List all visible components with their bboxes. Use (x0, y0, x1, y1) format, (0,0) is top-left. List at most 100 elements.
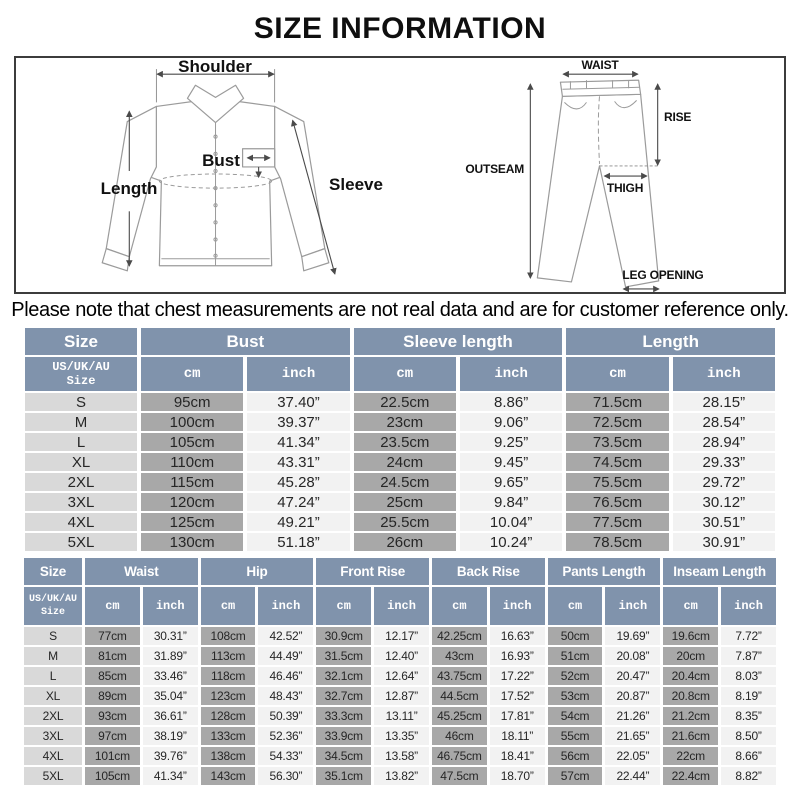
size-cell: L (24, 667, 82, 685)
tops-size-table: Size Bust Sleeve length Length US/UK/AU … (21, 326, 779, 553)
bust-inch-cell: 39.37” (247, 413, 350, 431)
inseam-length-inch-cell: 8.19” (721, 687, 776, 705)
sleeve-length-inch-cell: 9.45” (459, 453, 563, 471)
shirt-length-label: Length (100, 179, 158, 198)
table-row: 2XL 93cm 36.61” 128cm 50.39” 33.3cm 13.11” 45.2… (24, 707, 776, 725)
inseam-length-cm-cell: 21.6cm (663, 727, 719, 745)
waist-cm-cell: 77cm (85, 627, 140, 645)
size-cell: 3XL (25, 493, 137, 511)
pants-length-inch-cell: 20.87” (605, 687, 661, 705)
size-cell: 2XL (24, 707, 82, 725)
length-inch-cell: 30.12” (672, 493, 775, 511)
sleeve-length-cm-cell: 24cm (353, 453, 456, 471)
length-inch-cell: 29.33” (672, 453, 775, 471)
th-size-group: Size (25, 328, 137, 355)
table-row: 5XL 130cm 51.18” 26cm 10.24” 78.5cm 30.91” (25, 533, 775, 551)
pants-length-inch-cell: 21.26” (605, 707, 661, 725)
bust-cm-cell: 100cm (141, 413, 244, 431)
sleeve-length-inch-cell: 9.25” (459, 433, 563, 451)
front-rise-inch-cell: 13.35” (374, 727, 429, 745)
bust-cm-cell: 125cm (141, 513, 244, 531)
pants-diagram-panel: WAIST RISE OUTSEAM THIGH LEG OPENING (400, 58, 784, 292)
hip-inch-cell: 54.33” (258, 747, 314, 765)
back-rise-cm-cell: 46cm (431, 727, 487, 745)
pants-length-cm-cell: 54cm (547, 707, 603, 725)
table-row: M 100cm 39.37” 23cm 9.06” 72.5cm 28.54” (25, 413, 775, 431)
sleeve-length-inch-cell: 9.06” (459, 413, 563, 431)
table-row: XL 89cm 35.04” 123cm 48.43” 32.7cm 12.87” 44.5c… (24, 687, 776, 705)
size-cell: 4XL (24, 747, 82, 765)
pants-length-inch-cell: 22.05” (605, 747, 661, 765)
table-row: L 105cm 41.34” 23.5cm 9.25” 73.5cm 28.94” (25, 433, 775, 451)
bust-cm-cell: 120cm (141, 493, 244, 511)
measurement-diagrams: Shoulder Length Bust Sleeve (14, 56, 786, 294)
front-rise-cm-cell: 33.9cm (316, 727, 372, 745)
waist-inch-cell: 30.31” (142, 627, 198, 645)
back-rise-cm-cell: 42.25cm (431, 627, 487, 645)
length-inch-cell: 28.15” (672, 393, 775, 411)
sleeve-length-cm-cell: 23.5cm (353, 433, 456, 451)
unit-cm-header: cm (316, 587, 372, 625)
waist-cm-cell: 97cm (85, 727, 140, 745)
inseam-length-cm-cell: 22.4cm (663, 767, 719, 785)
sleeve-length-inch-cell: 10.04” (459, 513, 563, 531)
th-us-uk-au-size: US/UK/AU Size (24, 587, 82, 625)
bust-cm-cell: 115cm (141, 473, 244, 491)
table-row: S 77cm 30.31” 108cm 42.52” 30.9cm 12.17” 42.25c… (24, 627, 776, 645)
pants-length-cm-cell: 56cm (547, 747, 603, 765)
front-rise-cm-cell: 35.1cm (316, 767, 372, 785)
pants-length-inch-cell: 20.47” (605, 667, 661, 685)
waist-inch-cell: 38.19” (142, 727, 198, 745)
unit-cm-header: cm (547, 587, 603, 625)
bust-inch-cell: 45.28” (247, 473, 350, 491)
front-rise-cm-cell: 34.5cm (316, 747, 372, 765)
shirt-diagram-panel: Shoulder Length Bust Sleeve (16, 58, 400, 292)
length-cm-cell: 74.5cm (566, 453, 669, 471)
hip-inch-cell: 42.52” (258, 627, 314, 645)
hip-cm-cell: 108cm (200, 627, 256, 645)
unit-inch-header: inch (489, 587, 545, 625)
table-row: 3XL 97cm 38.19” 133cm 52.36” 33.9cm 13.35” 46cm… (24, 727, 776, 745)
unit-cm-header: cm (85, 587, 140, 625)
bust-cm-cell: 110cm (141, 453, 244, 471)
back-rise-cm-cell: 43cm (431, 647, 487, 665)
front-rise-cm-cell: 31.5cm (316, 647, 372, 665)
hip-cm-cell: 113cm (200, 647, 256, 665)
length-cm-cell: 71.5cm (566, 393, 669, 411)
length-cm-cell: 72.5cm (566, 413, 669, 431)
inseam-length-cm-cell: 21.2cm (663, 707, 719, 725)
table-row: 5XL 105cm 41.34” 143cm 56.30” 35.1cm 13.82” 47.… (24, 767, 776, 785)
hip-inch-cell: 52.36” (258, 727, 314, 745)
pants-length-cm-cell: 53cm (547, 687, 603, 705)
length-cm-cell: 73.5cm (566, 433, 669, 451)
pants-length-cm-cell: 51cm (547, 647, 603, 665)
back-rise-cm-cell: 43.75cm (431, 667, 487, 685)
back-rise-inch-cell: 17.52” (489, 687, 545, 705)
inseam-length-cm-cell: 19.6cm (663, 627, 719, 645)
table-row: 3XL 120cm 47.24” 25cm 9.84” 76.5cm 30.12” (25, 493, 775, 511)
bust-cm-cell: 105cm (141, 433, 244, 451)
back-rise-cm-cell: 44.5cm (431, 687, 487, 705)
bottoms-unit-header-row: US/UK/AU Size cm inch cm inch cm inch cm… (24, 587, 776, 625)
unit-inch-header: inch (459, 357, 563, 391)
pants-outseam-label: OUTSEAM (465, 162, 524, 176)
hip-cm-cell: 128cm (200, 707, 256, 725)
size-cell: 3XL (24, 727, 82, 745)
size-cell: 4XL (25, 513, 137, 531)
waist-cm-cell: 101cm (85, 747, 140, 765)
back-rise-inch-cell: 16.63” (489, 627, 545, 645)
th-sleeve-length-group: Sleeve length (353, 328, 563, 355)
hip-inch-cell: 44.49” (258, 647, 314, 665)
length-cm-cell: 77.5cm (566, 513, 669, 531)
front-rise-cm-cell: 32.1cm (316, 667, 372, 685)
table-row: XL 110cm 43.31” 24cm 9.45” 74.5cm 29.33” (25, 453, 775, 471)
front-rise-inch-cell: 12.17” (374, 627, 429, 645)
th-bust-group: Bust (141, 328, 350, 355)
sleeve-length-inch-cell: 10.24” (459, 533, 563, 551)
table-row: 2XL 115cm 45.28” 24.5cm 9.65” 75.5cm 29.72” (25, 473, 775, 491)
unit-inch-header: inch (258, 587, 314, 625)
bust-inch-cell: 49.21” (247, 513, 350, 531)
front-rise-inch-cell: 12.87” (374, 687, 429, 705)
pants-length-cm-cell: 52cm (547, 667, 603, 685)
